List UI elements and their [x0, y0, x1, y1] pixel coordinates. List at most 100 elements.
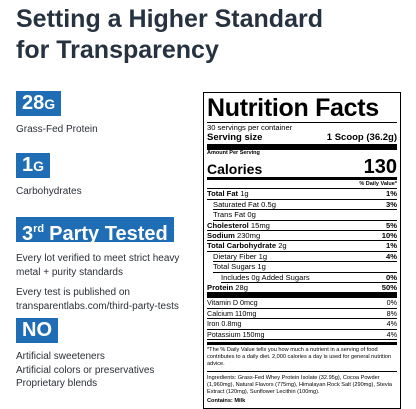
vitamin-label: Vitamin D 0mcg — [207, 298, 258, 307]
calories-value: 130 — [363, 156, 397, 179]
nutrient-label: Includes 0g Added Sugars — [221, 273, 367, 282]
serving-size-label: Serving size — [207, 132, 263, 144]
vitamin-dv: 4% — [386, 319, 397, 329]
nutrient-amount: 1g — [257, 262, 266, 272]
nutrient-dv: 1% — [386, 189, 397, 199]
feature-text: Carbohydrates — [16, 186, 82, 197]
nutrient-row: Trans Fat 0g — [213, 210, 397, 221]
nutrient-dv: 10% — [381, 231, 397, 241]
nutrient-dv-empty — [367, 210, 397, 219]
feature-text: Every test is published on transparentla… — [16, 287, 179, 312]
vitamin-amount: 0mcg — [240, 298, 258, 308]
nutrient-rows: Total Fat 1g 1% Saturated Fat 0.5g 3% Trans … — [207, 189, 397, 299]
nutrient-row: Cholesterol 15mg 5% — [207, 221, 397, 232]
feature-text: Artificial colors or preservatives — [16, 364, 155, 376]
nutrient-amount: 2g — [278, 241, 287, 251]
vitamin-amount: 150mg — [242, 329, 265, 339]
nutrient-label: Cholesterol 15mg — [207, 221, 367, 230]
vitamin-amount: 110mg — [234, 308, 257, 318]
vitamin-rows: Vitamin D 0mcg 0% Calcium 110mg 8% Iron 0.8m… — [207, 298, 397, 341]
title-line: Setting a Higher Standard — [16, 5, 323, 33]
vitamin-name: Vitamin D — [207, 298, 239, 308]
feature: NO Artificial sweeteners Artificial colo… — [16, 318, 206, 391]
vitamin-name: Calcium — [207, 308, 233, 318]
badge-value: 28 — [22, 92, 45, 114]
nutrient-name: Protein — [207, 283, 234, 293]
calories-label: Calories — [207, 161, 263, 178]
dv-header: % Daily Value* — [207, 180, 397, 190]
badge-value: 1 — [22, 154, 34, 176]
nutrient-row: Total Carbohydrate 2g 1% — [207, 241, 397, 252]
nutrient-dv: 1% — [386, 241, 397, 251]
badge: 1G — [16, 153, 51, 178]
vitamin-dv: 4% — [386, 329, 397, 339]
nutrient-name: Total Carbohydrate — [207, 241, 277, 251]
nutrient-row: Total Sugars 1g — [213, 262, 397, 273]
nutrient-dv: 4% — [386, 251, 397, 261]
nutrition-label: Nutrition Facts 30 servings per containe… — [203, 92, 401, 409]
badge-value: 3 — [22, 223, 34, 245]
badge-value: NO — [22, 319, 52, 341]
vitamin-name: Iron — [207, 319, 220, 329]
vitamin-row: Calcium 110mg 8% — [207, 308, 397, 320]
nutrient-label: Trans Fat 0g — [213, 210, 367, 219]
contains: Contains: Milk — [207, 398, 246, 405]
nutrition-title: Nutrition Facts — [207, 94, 397, 123]
nutrient-row: Dietary Fiber 1g 4% — [213, 251, 397, 263]
nutrient-name: Sodium — [207, 231, 235, 241]
badge: NO — [16, 318, 58, 343]
feature-text: Grass-Fed Protein — [16, 124, 98, 135]
vitamin-label: Calcium 110mg — [207, 309, 256, 318]
nutrient-row: Sodium 230mg 10% — [207, 231, 397, 242]
nutrient-name: Cholesterol — [207, 220, 249, 230]
nutrient-amount: 28g — [235, 283, 248, 293]
nutrient-name: Total Sugars — [213, 262, 256, 272]
nutrient-amount: 1g — [240, 189, 249, 199]
badge-unit: G — [33, 158, 45, 174]
vitamin-row: Potassium 150mg 4% — [207, 329, 397, 341]
nutrient-dv: 3% — [386, 199, 397, 209]
serving-size: Serving size 1 Scoop (36.2g) — [207, 132, 397, 151]
nutrient-dv: 50% — [381, 283, 397, 293]
nutrient-name: Total Fat — [207, 189, 239, 199]
nutrient-row: Includes 0g Added Sugars 0% — [221, 272, 397, 284]
nutrient-label: Total Sugars 1g — [213, 262, 367, 271]
nutrient-label: Sodium 230mg — [207, 231, 367, 240]
page-title: Setting a Higher Standard for Transparen… — [16, 4, 323, 66]
feature: 1G Carbohydrates — [16, 153, 206, 199]
feature: 28G Grass-Fed Protein — [16, 91, 206, 137]
nutrient-label: Protein 28g — [207, 283, 367, 292]
calories: Calories 130 — [207, 156, 397, 181]
badge-suffix: rd — [33, 223, 45, 235]
amount-per-serving: Amount Per Serving — [207, 150, 260, 157]
vitamin-dv: 8% — [386, 308, 397, 318]
nutrient-dv-empty — [367, 262, 397, 271]
vitamin-dv: 0% — [386, 298, 397, 308]
nutrient-amount: 15mg — [250, 220, 270, 230]
nutrient-row: Saturated Fat 0.5g 3% — [213, 199, 397, 211]
nutrient-label: Saturated Fat 0.5g — [213, 200, 367, 209]
badge: 3rd Party Tested — [16, 217, 174, 245]
footnote: *The % Daily Value tells you how much a … — [207, 342, 397, 368]
nutrient-amount: 230mg — [236, 231, 261, 241]
title-line: for Transparency — [16, 36, 219, 64]
nutrient-row: Total Fat 1g 1% — [207, 189, 397, 200]
nutrient-dv: 0% — [386, 272, 397, 282]
feature-text: Artificial sweeteners — [16, 351, 105, 362]
nutrient-row: Protein 28g 50% — [207, 283, 397, 299]
feature: 3rd Party Tested Every lot verified to me… — [16, 217, 201, 313]
vitamin-name: Potassium — [207, 329, 241, 339]
vitamin-row: Vitamin D 0mcg 0% — [207, 298, 397, 309]
servings: 30 servings per container — [207, 123, 293, 132]
nutrient-name: Dietary Fiber — [213, 251, 257, 261]
ingredients: Ingredients: Grass-Fed Whey Protein Isol… — [207, 371, 397, 396]
nutrient-name: Includes 0g Added Sugars — [221, 272, 310, 282]
vitamin-label: Potassium 150mg — [207, 330, 265, 339]
vitamin-row: Iron 0.8mg 4% — [207, 319, 397, 330]
vitamin-amount: 0.8mg — [221, 319, 242, 329]
nutrient-amount: 0.5g — [261, 199, 276, 209]
badge-text: Party Tested — [49, 223, 168, 245]
feature-text: Proprietary blends — [16, 378, 98, 389]
